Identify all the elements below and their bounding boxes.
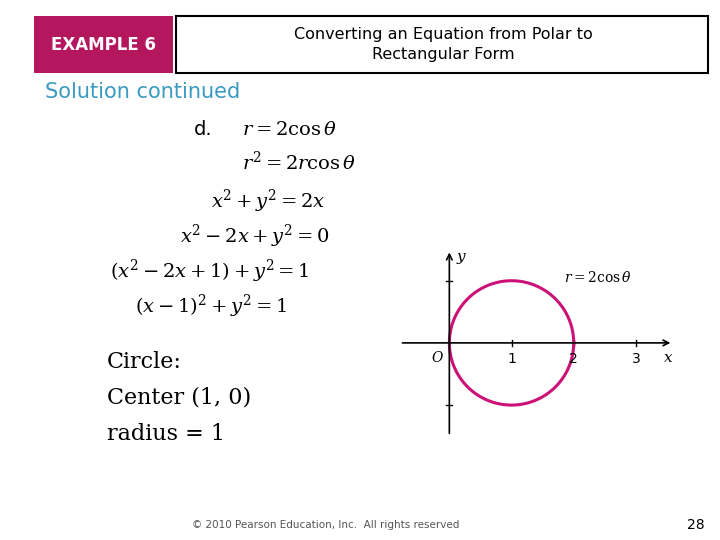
Text: $r^2 = 2r\cos\theta$: $r^2 = 2r\cos\theta$ xyxy=(242,151,356,173)
Text: $x^2 - 2x + y^2 = 0$: $x^2 - 2x + y^2 = 0$ xyxy=(180,222,330,249)
Text: $x^2 + y^2 = 2x$: $x^2 + y^2 = 2x$ xyxy=(211,188,325,215)
Text: $x$: $x$ xyxy=(663,350,673,366)
Text: Converting an Equation from Polar to
Rectangular Form: Converting an Equation from Polar to Rec… xyxy=(294,28,593,62)
Text: 3: 3 xyxy=(631,352,640,366)
FancyBboxPatch shape xyxy=(176,16,708,73)
Text: Center (1, 0): Center (1, 0) xyxy=(107,387,251,409)
Text: $\left(x - 1\right)^2 + y^2 = 1$: $\left(x - 1\right)^2 + y^2 = 1$ xyxy=(135,293,287,320)
Text: d.: d. xyxy=(194,120,212,139)
Text: Circle:: Circle: xyxy=(107,351,182,373)
Text: 28: 28 xyxy=(687,518,705,532)
Text: radius = 1: radius = 1 xyxy=(107,423,225,445)
Text: $y$: $y$ xyxy=(456,252,467,267)
Text: $\left(x^2 - 2x + 1\right) + y^2 = 1$: $\left(x^2 - 2x + 1\right) + y^2 = 1$ xyxy=(110,258,310,285)
FancyBboxPatch shape xyxy=(35,16,173,73)
Text: EXAMPLE 6: EXAMPLE 6 xyxy=(51,36,156,54)
Text: $r = 2\cos\theta$: $r = 2\cos\theta$ xyxy=(242,120,337,139)
Text: 1: 1 xyxy=(507,352,516,366)
Text: © 2010 Pearson Education, Inc.  All rights reserved: © 2010 Pearson Education, Inc. All right… xyxy=(192,520,459,530)
Text: Solution continued: Solution continued xyxy=(45,82,240,102)
Text: $r = 2\cos\theta$: $r = 2\cos\theta$ xyxy=(564,270,632,285)
Text: 2: 2 xyxy=(570,352,578,366)
Text: $O$: $O$ xyxy=(431,350,444,366)
